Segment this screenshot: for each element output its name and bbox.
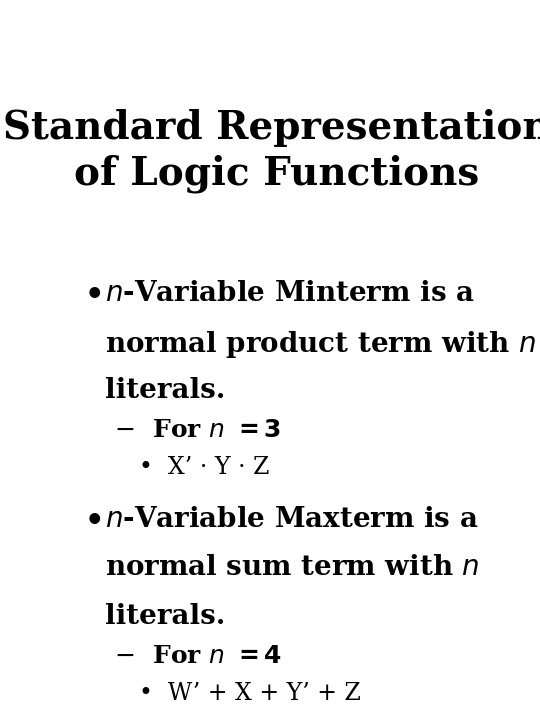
Text: literals.: literals. (105, 377, 226, 404)
Text: normal sum term with $\mathbf{\mathit{n}}$: normal sum term with $\mathbf{\mathit{n}… (105, 554, 480, 581)
Text: $-$  For $\mathbf{\mathit{n}}$ $\mathbf{= 4}$: $-$ For $\mathbf{\mathit{n}}$ $\mathbf{=… (113, 644, 282, 668)
Text: •: • (84, 506, 104, 537)
Text: Standard Representation
of Logic Functions: Standard Representation of Logic Functio… (3, 109, 540, 192)
Text: $-$  For $\mathbf{\mathit{n}}$ $\mathbf{= 3}$: $-$ For $\mathbf{\mathit{n}}$ $\mathbf{=… (113, 418, 281, 443)
Text: •: • (84, 280, 104, 312)
Text: $\mathbf{\mathit{n}}$-Variable Maxterm is a: $\mathbf{\mathit{n}}$-Variable Maxterm i… (105, 506, 479, 533)
Text: normal product term with $\mathbf{\mathit{n}}$: normal product term with $\mathbf{\mathi… (105, 328, 536, 360)
Text: literals.: literals. (105, 603, 226, 629)
Text: •  W’ + X + Y’ + Z: • W’ + X + Y’ + Z (139, 682, 360, 705)
Text: •  X’ · Y · Z: • X’ · Y · Z (139, 456, 269, 480)
Text: $\mathbf{\mathit{n}}$-Variable Minterm is a: $\mathbf{\mathit{n}}$-Variable Minterm i… (105, 280, 475, 307)
